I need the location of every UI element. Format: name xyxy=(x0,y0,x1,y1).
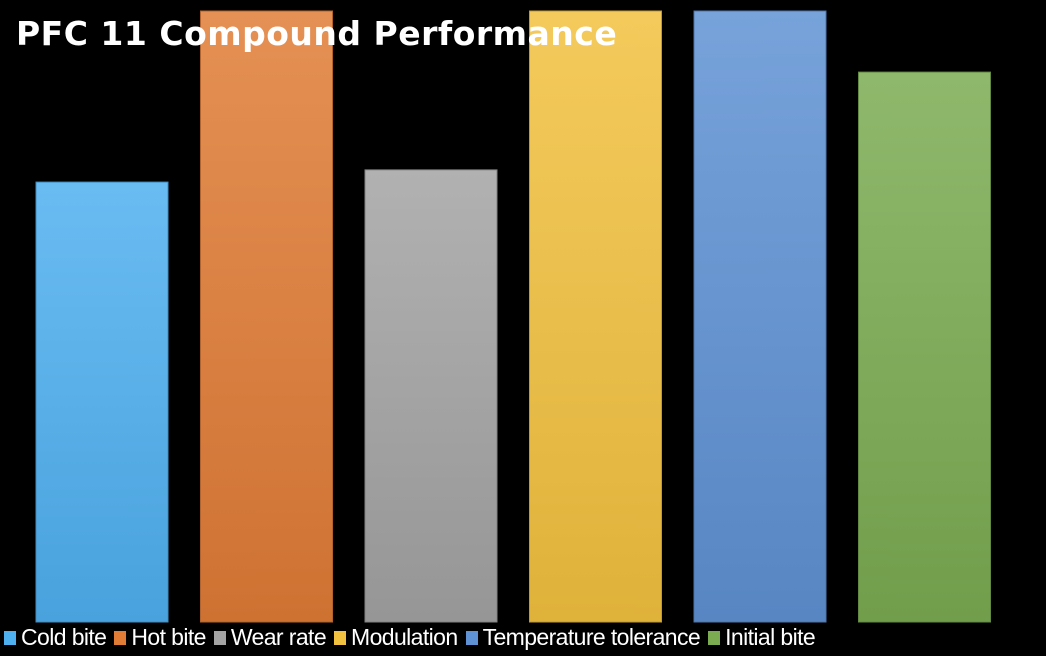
legend-swatch xyxy=(213,630,226,645)
legend-swatch xyxy=(334,630,347,645)
legend-label: Modulation xyxy=(351,624,458,650)
legend-item: Cold bite xyxy=(4,624,107,651)
legend-swatch xyxy=(465,630,478,645)
bar-initial-bite xyxy=(858,71,991,623)
legend-label: Initial bite xyxy=(725,624,816,650)
legend: Cold bite Hot bite Wear rate Modulation Temp… xyxy=(4,624,823,651)
legend-label: Temperature tolerance xyxy=(482,624,701,650)
legend-item: Temperature tolerance xyxy=(465,624,701,651)
legend-label: Cold bite xyxy=(21,624,107,650)
bar-temperature-tolerance xyxy=(693,10,827,623)
legend-item: Wear rate xyxy=(213,624,327,651)
bar-hot-bite xyxy=(200,10,333,623)
legend-label: Wear rate xyxy=(230,624,327,650)
legend-item: Hot bite xyxy=(114,624,206,651)
legend-swatch xyxy=(114,630,127,645)
legend-item: Initial bite xyxy=(708,624,816,651)
legend-swatch xyxy=(708,630,721,645)
bar-cold-bite xyxy=(35,181,169,623)
legend-item: Modulation xyxy=(334,624,458,651)
legend-label: Hot bite xyxy=(131,624,206,650)
bar-modulation xyxy=(529,10,662,623)
chart-title: PFC 11 Compound Performance xyxy=(16,14,618,53)
legend-swatch xyxy=(4,630,16,645)
bar-wear-rate xyxy=(364,169,498,623)
